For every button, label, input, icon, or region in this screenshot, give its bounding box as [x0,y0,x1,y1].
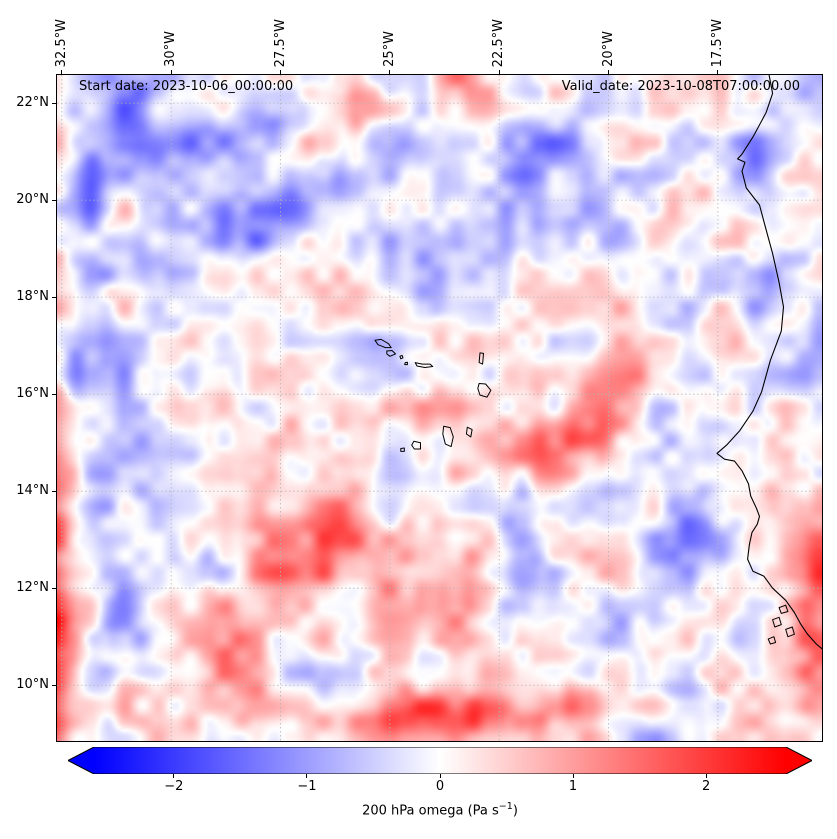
x-tick-mark [608,70,610,74]
island-outline [442,425,454,448]
x-tick-label: 22.5°W [491,18,507,67]
coastline-africa [716,75,822,650]
colorbar-extend-min [68,747,94,774]
omega-field-canvas [57,75,822,741]
island-outline [400,447,405,452]
colorbar-extend-max [786,747,812,774]
colorbar-tick-label: 0 [435,779,445,794]
valid-date-label: Valid_date: 2023-10-08T07:00:00.00 [561,79,800,94]
island-outline [411,440,421,450]
x-tick-mark [280,70,281,74]
y-tick-label: 20°N [16,192,49,208]
colorbar-tick-mark [173,774,175,778]
colorbar-gradient [94,747,786,774]
x-tick-label: 20°W [600,31,616,67]
island-outline [414,362,434,368]
island-outline [767,636,777,645]
island-outline [785,626,795,638]
y-tick-label: 10°N [16,677,49,693]
island-outline [404,361,408,366]
colorbar-tick-mark [439,774,441,778]
y-tick-label: 16°N [16,386,49,402]
x-tick-mark [170,70,172,74]
x-tick-mark [498,70,500,74]
x-tick-mark [717,70,719,74]
x-tick-label: 17.5°W [709,18,725,67]
colorbar-tick-label: 2 [702,779,711,794]
x-tick-mark [389,70,391,74]
start-date-label: Start date: 2023-10-06_00:00:00 [79,79,294,94]
y-tick-mark [52,587,56,589]
colorbar-label: 200 hPa omega (Pa s−1) [94,801,786,818]
island-outline [386,350,396,357]
y-tick-label: 22°N [16,95,49,111]
colorbar-label-text: 200 hPa omega (Pa s [362,803,499,819]
y-tick-mark [52,296,56,298]
y-tick-mark [52,102,56,104]
y-tick-label: 12°N [16,580,49,596]
colorbar-tick-label: 1 [568,779,578,794]
colorbar [68,747,812,774]
y-tick-label: 18°N [16,289,49,305]
x-tick-label: 27.5°W [272,18,288,67]
island-outline [772,616,782,628]
map-plot: Start date: 2023-10-06_00:00:00 Valid_da… [56,74,823,742]
colorbar-tick-mark [705,774,707,778]
island-outline [778,604,789,614]
y-tick-mark [52,393,56,395]
map-overlay [57,75,822,741]
island-outline [374,338,392,349]
y-tick-mark [52,490,56,492]
colorbar-tick-mark [572,774,574,778]
island-outline [478,352,484,365]
colorbar-tick-label: −2 [164,779,184,794]
x-tick-label: 32.5°W [53,18,69,67]
y-tick-mark [52,199,56,201]
colorbar-label-sup: −1 [498,801,513,812]
x-tick-label: 30°W [163,31,179,67]
island-outline [465,426,473,438]
colorbar-tick-label: −1 [297,779,317,794]
island-outline [477,383,492,398]
colorbar-label-suffix: ) [512,803,518,819]
y-tick-mark [52,684,56,686]
y-tick-label: 14°N [16,483,49,499]
colorbar-tick-mark [306,774,308,778]
x-tick-mark [61,70,63,74]
x-tick-label: 25°W [381,31,397,67]
island-outline [399,354,404,360]
